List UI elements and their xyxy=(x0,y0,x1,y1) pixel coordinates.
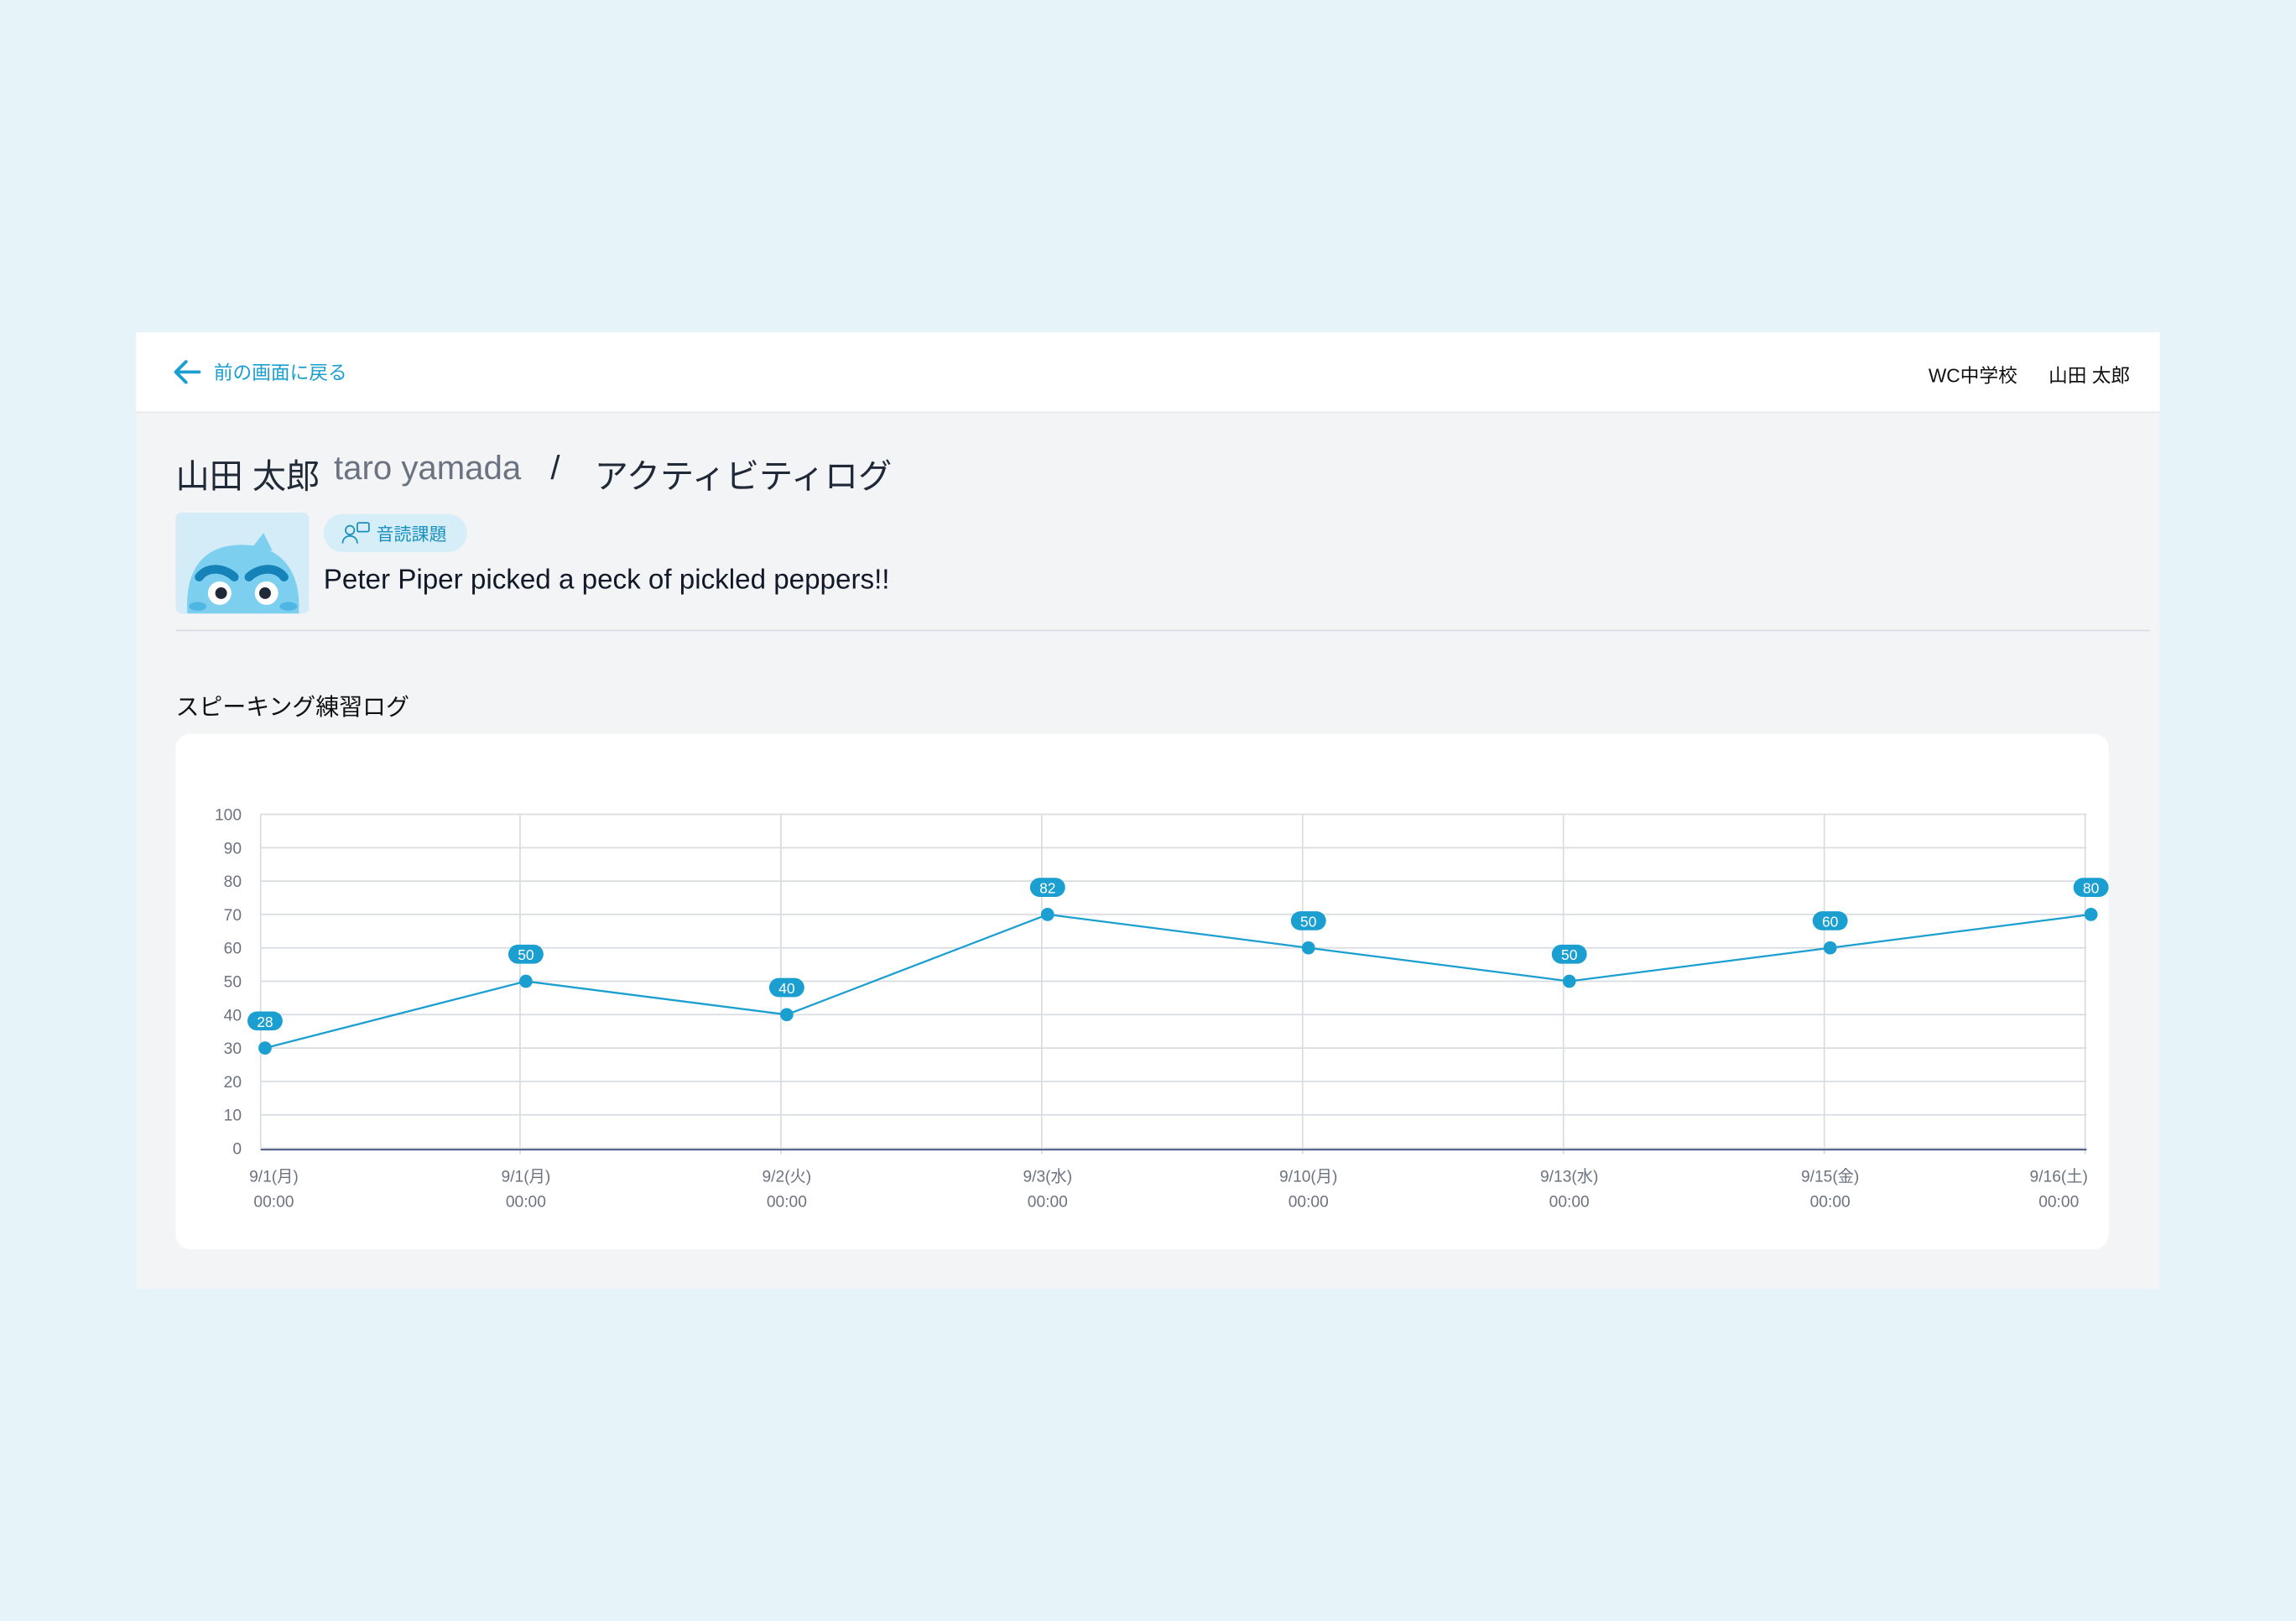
student-romaji: taro yamada xyxy=(333,448,522,487)
tag-text: 音読課題 xyxy=(376,524,447,545)
student-name: 山田 太郎 xyxy=(175,456,320,495)
point-label: 28 xyxy=(257,1014,273,1030)
chart-title: スピーキング練習ログ xyxy=(175,696,409,721)
x-tick-label: 9/13(水) 00:00 xyxy=(1540,1168,1599,1212)
y-tick-label: 40 xyxy=(224,1007,242,1024)
tag-icon xyxy=(341,522,370,544)
point-badge xyxy=(768,977,804,998)
y-tick-label: 90 xyxy=(224,840,242,857)
point-badge xyxy=(1029,878,1065,897)
point-label: 60 xyxy=(1822,913,1839,930)
x-tick-label: 9/3(水) 00:00 xyxy=(1023,1168,1073,1212)
y-tick-label: 30 xyxy=(224,1040,242,1058)
data-point xyxy=(1562,974,1576,988)
point-label: 50 xyxy=(518,946,534,963)
point-badge xyxy=(2073,878,2109,897)
separator: / xyxy=(550,448,560,487)
x-tick-label: 9/10(月) 00:00 xyxy=(1279,1168,1338,1212)
back-link[interactable]: 前の画面に戻る xyxy=(173,357,347,385)
point-label: 82 xyxy=(1039,880,1055,897)
point-badge xyxy=(1290,911,1326,930)
series-line xyxy=(264,913,2091,1050)
x-tick-label: 9/16(土) 00:00 xyxy=(2029,1168,2088,1212)
x-tick-label: 9/1(月) 00:00 xyxy=(501,1168,551,1212)
y-tick-label: 10 xyxy=(224,1108,242,1125)
data-point xyxy=(1040,908,1054,921)
y-tick-label: 100 xyxy=(215,807,242,825)
y-tick-label: 20 xyxy=(224,1074,242,1092)
point-badge xyxy=(247,1011,283,1031)
divider xyxy=(175,629,2150,632)
point-label: 40 xyxy=(778,980,795,997)
header-bar xyxy=(136,332,2160,414)
data-point xyxy=(1823,941,1837,955)
point-badge xyxy=(1551,944,1587,964)
data-point xyxy=(519,974,533,988)
data-point xyxy=(2084,908,2098,921)
avatar xyxy=(175,512,310,614)
data-point xyxy=(258,1041,272,1055)
section-title: アクティビティログ xyxy=(594,456,893,495)
x-tick-label: 9/1(月) 00:00 xyxy=(249,1168,299,1212)
y-tick-label: 80 xyxy=(224,873,242,891)
point-label: 50 xyxy=(1561,946,1578,963)
chart-card xyxy=(175,733,2109,1249)
x-tick-label: 9/2(火) 00:00 xyxy=(762,1168,812,1212)
point-label: 50 xyxy=(1300,913,1317,930)
y-tick-label: 0 xyxy=(232,1140,242,1158)
sentence: Peter Piper picked a peck of pickled pep… xyxy=(323,565,890,597)
avatar-art xyxy=(187,533,299,614)
data-point xyxy=(779,1008,794,1022)
y-tick-label: 70 xyxy=(224,907,242,925)
y-tick-label: 50 xyxy=(224,973,242,991)
x-tick-label: 9/15(金) 00:00 xyxy=(1800,1168,1860,1212)
user-name: 山田 太郎 xyxy=(2049,364,2131,387)
point-badge xyxy=(508,944,544,964)
point-badge xyxy=(1812,911,1848,930)
task-tag: 音読課題 xyxy=(323,513,467,553)
school-name: WC中学校 xyxy=(1928,364,2017,387)
point-label: 80 xyxy=(2083,880,2100,897)
data-point xyxy=(1301,941,1315,955)
y-tick-label: 60 xyxy=(224,941,242,958)
back-text: 前の画面に戻る xyxy=(213,362,347,384)
back-arrow xyxy=(174,359,201,383)
